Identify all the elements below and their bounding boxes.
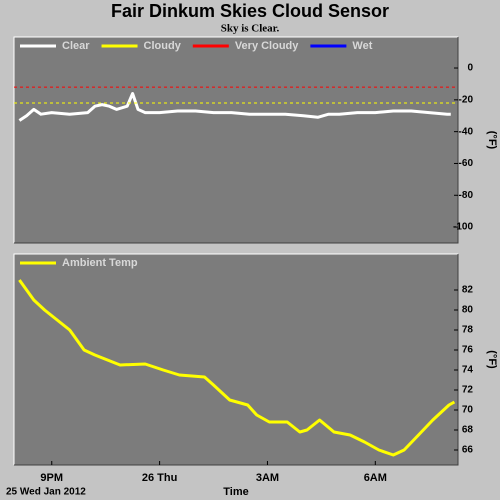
y-tick-label: 80 <box>462 305 474 316</box>
plot-border <box>14 37 459 244</box>
y-tick-label: 70 <box>462 405 474 416</box>
x-tick-label: 6AM <box>364 472 387 484</box>
x-tick-label: 3AM <box>256 472 279 484</box>
x-tick-label: 9PM <box>40 472 63 484</box>
legend-label: Very Cloudy <box>235 40 299 52</box>
y-tick-label: 0 <box>467 63 473 74</box>
y-tick-label: 72 <box>462 385 474 396</box>
y-tick-label: -80 <box>459 190 474 201</box>
y-axis-label: (°F) <box>486 131 498 150</box>
plot-border <box>14 254 459 466</box>
y-tick-label: -100 <box>453 222 473 233</box>
y-tick-label: 66 <box>462 445 474 456</box>
legend-label: Ambient Temp <box>62 257 138 269</box>
legend-label: Clear <box>62 40 90 52</box>
y-tick-label: 74 <box>462 365 474 376</box>
y-tick-label: -60 <box>459 158 474 169</box>
plot-area <box>14 254 458 465</box>
chart-title: Fair Dinkum Skies Cloud Sensor <box>111 1 389 21</box>
legend-label: Wet <box>352 40 372 52</box>
y-tick-label: -20 <box>459 94 474 105</box>
plot-border <box>13 253 458 465</box>
chart-subtitle: Sky is Clear. <box>221 23 280 35</box>
y-tick-label: 76 <box>462 345 474 356</box>
date-label: 25 Wed Jan 2012 <box>6 487 86 498</box>
plot-border <box>13 36 458 243</box>
data-line <box>18 279 456 457</box>
x-tick-label: 26 Thu <box>142 472 177 484</box>
legend-label: Cloudy <box>144 40 182 52</box>
y-tick-label: 82 <box>462 285 474 296</box>
y-tick-label: 68 <box>462 425 474 436</box>
y-tick-label: 78 <box>462 325 474 336</box>
y-axis-label: (°F) <box>486 350 498 369</box>
y-tick-label: -40 <box>459 126 474 137</box>
data-line <box>18 92 451 122</box>
x-axis-label: Time <box>223 486 248 498</box>
plot-area <box>14 37 458 243</box>
